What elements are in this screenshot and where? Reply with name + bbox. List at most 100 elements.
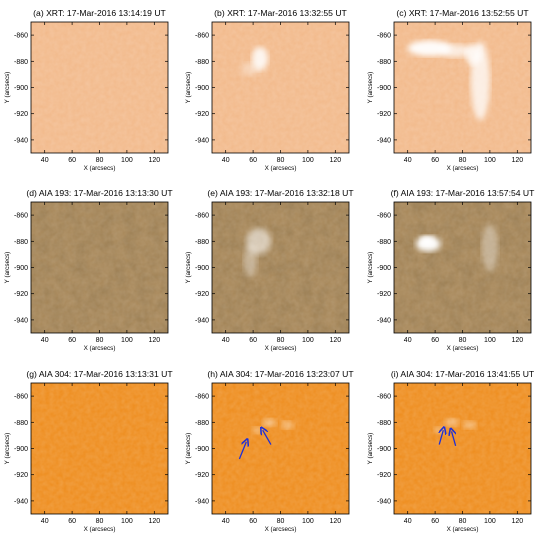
- x-axis-label: X (arcsecs): [84, 165, 116, 172]
- y-tick-label: -860: [377, 394, 391, 401]
- x-tick-label: 100: [484, 518, 496, 525]
- panel-e: (e) AIA 193: 17-Mar-2016 13:32:18 UT 40 60…: [185, 188, 354, 352]
- y-axis-label: Y (arcsecs): [4, 72, 11, 104]
- y-tick-label: -860: [195, 213, 209, 220]
- y-tick-label: -900: [195, 85, 209, 92]
- solar-image: [31, 383, 168, 514]
- x-tick-label: 80: [96, 337, 104, 344]
- x-tick-label: 60: [431, 337, 439, 344]
- x-axis-label: X (arcsecs): [84, 526, 116, 533]
- y-tick-label: -940: [377, 137, 391, 144]
- panel-title: (a) XRT: 17-Mar-2016 13:14:19 UT: [33, 8, 166, 18]
- x-tick-label: 40: [222, 157, 230, 164]
- x-tick-label: 120: [148, 518, 160, 525]
- bright-feature: [439, 44, 473, 58]
- x-tick-label: 80: [459, 157, 467, 164]
- x-axis-label: X (arcsecs): [265, 165, 297, 172]
- y-axis-label: Y (arcsecs): [185, 72, 192, 104]
- y-tick-label: -880: [195, 59, 209, 66]
- y-tick-label: -880: [377, 59, 391, 66]
- x-tick-label: 100: [121, 337, 133, 344]
- panel-title: (c) XRT: 17-Mar-2016 13:52:55 UT: [396, 8, 529, 18]
- y-tick-label: -900: [377, 85, 391, 92]
- y-tick-label: -880: [14, 59, 28, 66]
- y-tick-label: -920: [195, 472, 209, 479]
- bright-feature: [462, 420, 477, 429]
- bright-feature: [280, 420, 295, 429]
- y-tick-label: -940: [14, 137, 28, 144]
- bright-feature: [262, 418, 277, 427]
- panel-c: (c) XRT: 17-Mar-2016 13:52:55 UT 40 60 80 10…: [367, 8, 532, 172]
- arrow-icon: [439, 430, 443, 445]
- solar-image: [394, 22, 531, 153]
- x-tick-label: 100: [484, 157, 496, 164]
- y-tick-label: -920: [377, 472, 391, 479]
- x-tick-label: 100: [121, 157, 133, 164]
- y-tick-label: -920: [377, 111, 391, 118]
- x-axis-label: X (arcsecs): [265, 345, 297, 352]
- arrow-icon: [263, 430, 272, 445]
- x-axis-label: X (arcsecs): [447, 165, 479, 172]
- x-tick-label: 120: [329, 157, 341, 164]
- x-tick-label: 40: [404, 157, 412, 164]
- x-tick-label: 60: [68, 518, 76, 525]
- y-tick-label: -880: [377, 239, 391, 246]
- y-tick-label: -920: [14, 472, 28, 479]
- y-tick-label: -940: [377, 498, 391, 505]
- y-tick-label: -860: [377, 213, 391, 220]
- solar-image: [394, 383, 531, 514]
- y-tick-label: -940: [195, 137, 209, 144]
- y-tick-label: -900: [14, 446, 28, 453]
- x-tick-label: 40: [41, 157, 49, 164]
- bright-feature: [481, 224, 499, 272]
- x-tick-label: 60: [68, 337, 76, 344]
- y-tick-label: -860: [14, 213, 28, 220]
- x-tick-label: 80: [96, 157, 104, 164]
- y-tick-label: -900: [14, 85, 28, 92]
- panel-i: (i) AIA 304: 17-Mar-2016 13:41:55 UT 40 60…: [367, 369, 535, 533]
- x-tick-label: 80: [459, 518, 467, 525]
- panel-title: (i) AIA 304: 17-Mar-2016 13:41:55 UT: [391, 369, 535, 379]
- y-tick-label: -900: [377, 265, 391, 272]
- solar-image: [212, 202, 349, 333]
- panel-d: (d) AIA 193: 17-Mar-2016 13:13:30 UT 40 60…: [4, 188, 173, 352]
- x-tick-label: 40: [41, 337, 49, 344]
- panel-title: (d) AIA 193: 17-Mar-2016 13:13:30 UT: [26, 188, 173, 198]
- x-axis-label: X (arcsecs): [447, 526, 479, 533]
- x-tick-label: 100: [302, 157, 314, 164]
- x-tick-label: 40: [222, 518, 230, 525]
- solar-image: [394, 202, 531, 333]
- y-tick-label: -900: [14, 265, 28, 272]
- x-tick-label: 60: [249, 518, 257, 525]
- x-tick-label: 100: [121, 518, 133, 525]
- x-tick-label: 40: [404, 337, 412, 344]
- x-tick-label: 40: [222, 337, 230, 344]
- arrow-icon: [238, 442, 246, 460]
- y-tick-label: -880: [14, 420, 28, 427]
- solar-image: [212, 22, 349, 153]
- x-tick-label: 120: [511, 157, 523, 164]
- y-axis-label: Y (arcsecs): [367, 72, 374, 104]
- y-tick-label: -880: [14, 239, 28, 246]
- x-tick-label: 80: [277, 157, 285, 164]
- y-axis-label: Y (arcsecs): [185, 252, 192, 284]
- x-tick-label: 60: [431, 157, 439, 164]
- x-tick-label: 100: [302, 518, 314, 525]
- arrow-icon: [452, 431, 456, 447]
- y-tick-label: -940: [14, 498, 28, 505]
- panel-f: (f) AIA 193: 17-Mar-2016 13:57:54 UT 40 60…: [367, 188, 535, 352]
- solar-image: [212, 383, 349, 514]
- y-tick-label: -860: [195, 33, 209, 40]
- y-tick-label: -940: [195, 498, 209, 505]
- x-tick-label: 60: [431, 518, 439, 525]
- x-tick-label: 80: [277, 337, 285, 344]
- solar-image: [31, 202, 168, 333]
- y-tick-label: -920: [195, 291, 209, 298]
- panel-title: (h) AIA 304: 17-Mar-2016 13:23:07 UT: [207, 369, 354, 379]
- x-axis-label: X (arcsecs): [84, 345, 116, 352]
- panel-title: (g) AIA 304: 17-Mar-2016 13:13:31 UT: [26, 369, 173, 379]
- x-tick-label: 120: [329, 337, 341, 344]
- x-tick-label: 60: [249, 157, 257, 164]
- x-tick-label: 100: [484, 337, 496, 344]
